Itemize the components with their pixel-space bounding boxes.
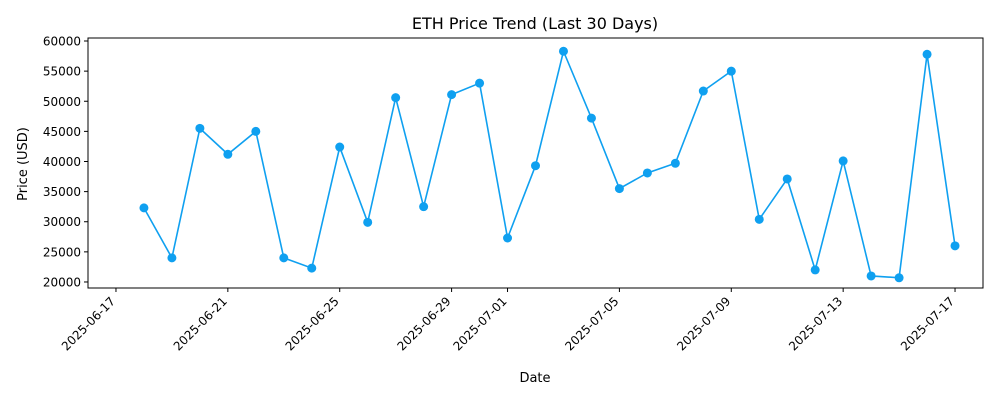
data-point [866,271,876,281]
data-point [614,184,624,194]
data-point [754,214,764,224]
data-point [950,241,960,251]
y-axis-label: Price (USD) [16,127,31,201]
data-point [642,168,652,178]
data-point [670,158,680,168]
data-point [223,149,233,159]
chart-title: ETH Price Trend (Last 30 Days) [412,14,658,33]
x-tick-label: 2025-07-01 [450,294,509,353]
data-point [810,265,820,275]
data-point [419,202,429,212]
data-point [167,253,177,263]
y-tick-label: 55000 [43,65,81,79]
data-point [139,203,149,213]
data-point [726,66,736,76]
y-tick-label: 30000 [43,215,81,229]
y-tick-label: 45000 [43,125,81,139]
y-tick-label: 50000 [43,95,81,109]
data-point [782,174,792,184]
data-point [922,49,932,59]
data-point [307,263,317,273]
y-tick-label: 40000 [43,155,81,169]
x-tick-label: 2025-06-25 [283,294,342,353]
x-tick-label: 2025-07-05 [562,294,621,353]
data-point [838,156,848,166]
data-point [475,78,485,88]
data-point [279,253,289,263]
x-tick-label: 2025-07-13 [786,294,845,353]
x-tick-label: 2025-07-17 [898,294,957,353]
x-tick-label: 2025-06-29 [394,294,453,353]
data-point [391,93,401,103]
y-tick-label: 25000 [43,245,81,259]
data-point [531,161,540,171]
series-line [143,48,956,279]
data-point [195,123,205,133]
x-tick-label: 2025-07-09 [674,294,733,353]
plot-area: 20000 25000 30000 35000 40000 45000 50000 55000… [43,35,984,353]
data-point [586,113,596,123]
x-tick-label: 2025-06-21 [171,294,230,353]
x-tick-label: 2025-06-17 [59,294,118,353]
data-point [558,46,568,56]
plot-frame [87,37,984,289]
data-point [698,86,708,96]
data-point [447,90,457,100]
data-point [363,217,373,227]
x-axis-label: Date [519,371,550,386]
y-tick-label: 35000 [43,185,81,199]
data-point [503,233,513,243]
y-tick-label: 60000 [43,35,81,49]
data-point [335,142,345,152]
y-tick-label: 20000 [43,275,81,289]
data-point [894,273,904,283]
data-point [251,126,261,136]
